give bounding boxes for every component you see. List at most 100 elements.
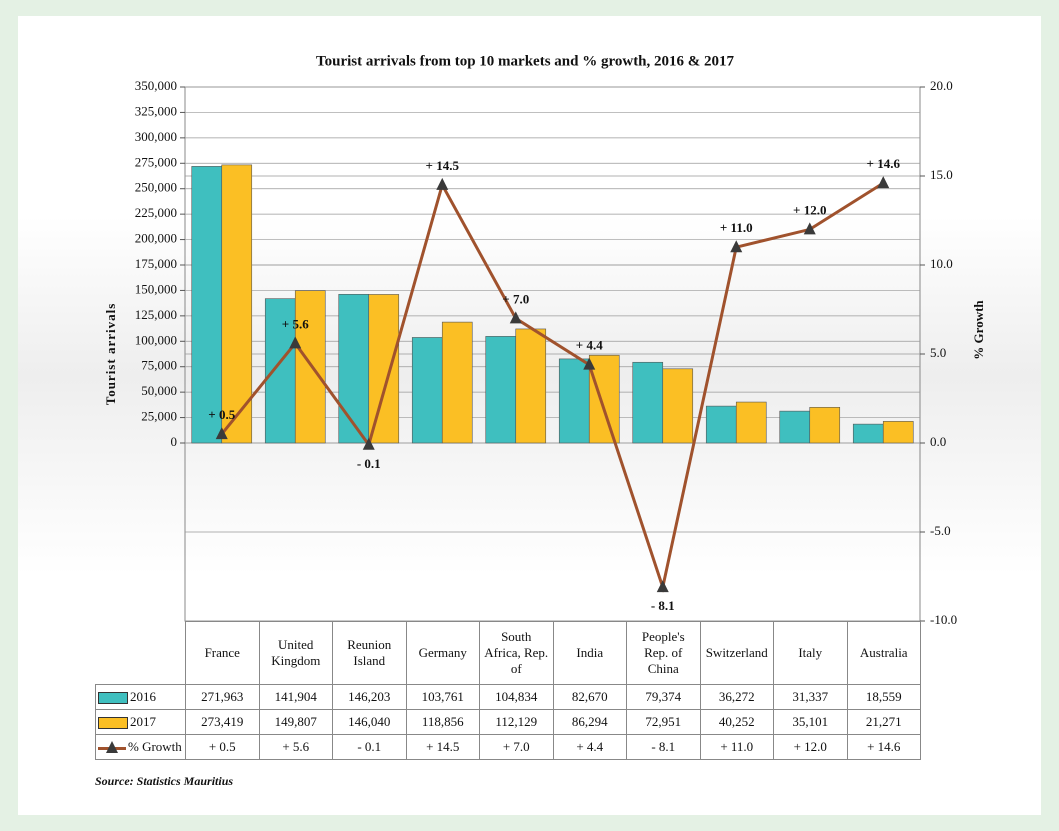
data-label: - 0.1 xyxy=(357,456,381,471)
marker xyxy=(509,311,522,324)
legend-entry: % Growth xyxy=(95,734,186,760)
legend-entry: 2016 xyxy=(95,684,186,710)
table-value: 118,856 xyxy=(405,709,480,735)
category-label: Australia xyxy=(846,621,921,685)
category-label: Reunion Island xyxy=(332,621,407,685)
bar xyxy=(735,401,767,444)
bar xyxy=(852,423,884,444)
table-value: 141,904 xyxy=(258,684,333,710)
growth-line xyxy=(220,180,885,593)
table-value: 36,272 xyxy=(699,684,774,710)
y-tick-label: 225,000 xyxy=(135,205,177,220)
marker xyxy=(730,240,743,253)
y-tick-label: 200,000 xyxy=(135,231,177,246)
category-label: Switzerland xyxy=(699,621,774,685)
legend-swatch xyxy=(98,692,128,705)
y2-tick-label: -10.0 xyxy=(930,612,957,627)
data-label: + 14.6 xyxy=(867,156,901,171)
table-value: 31,337 xyxy=(773,684,848,710)
data-label: + 12.0 xyxy=(793,202,826,217)
table-value: 21,271 xyxy=(846,709,921,735)
y2-tick-label: 0.0 xyxy=(930,434,946,449)
legend-label: 2016 xyxy=(130,689,156,704)
table-value: + 12.0 xyxy=(773,734,848,760)
table-value: 35,101 xyxy=(773,709,848,735)
legend-marker xyxy=(106,740,118,753)
table-value: + 14.5 xyxy=(405,734,480,760)
table-value: + 5.6 xyxy=(258,734,333,760)
header-row: France United Kingdom Reunion Island German… xyxy=(95,621,921,685)
table-value: 271,963 xyxy=(185,684,260,710)
y2-tick-label: 20.0 xyxy=(930,78,953,93)
table-value: 40,252 xyxy=(699,709,774,735)
bar xyxy=(411,337,443,444)
table-value: - 0.1 xyxy=(332,734,407,760)
y-tick-label: 175,000 xyxy=(135,256,177,271)
bar xyxy=(809,406,841,444)
category-label: Italy xyxy=(773,621,848,685)
legend-swatch xyxy=(98,740,126,753)
y-tick-label: 275,000 xyxy=(135,154,177,169)
category-label: South Africa, Rep. of xyxy=(479,621,554,685)
data-label: + 7.0 xyxy=(502,291,529,306)
marker xyxy=(877,176,890,189)
bar xyxy=(264,298,296,444)
marker xyxy=(215,427,228,440)
data-label: + 14.5 xyxy=(426,158,460,173)
y2-tick-label: -5.0 xyxy=(930,523,951,538)
y-tick-label: 75,000 xyxy=(141,358,177,373)
category-label: United Kingdom xyxy=(258,621,333,685)
y2-tick-label: 10.0 xyxy=(930,256,953,271)
marker xyxy=(436,177,449,190)
table-value: 72,951 xyxy=(626,709,701,735)
table-value: + 11.0 xyxy=(699,734,774,760)
table-value: 149,807 xyxy=(258,709,333,735)
data-label: - 8.1 xyxy=(651,598,675,613)
bar xyxy=(779,410,811,444)
bar xyxy=(485,336,517,444)
data-label: + 5.6 xyxy=(282,316,309,331)
table-value: + 14.6 xyxy=(846,734,921,760)
table-value: + 4.4 xyxy=(552,734,627,760)
y-tick-label: 350,000 xyxy=(135,78,177,93)
y-tick-label: 300,000 xyxy=(135,129,177,144)
y-tick-label: 50,000 xyxy=(141,383,177,398)
marker xyxy=(289,336,302,349)
legend-label: 2017 xyxy=(130,714,156,729)
table-value: + 0.5 xyxy=(185,734,260,760)
table-value: 18,559 xyxy=(846,684,921,710)
category-label: France xyxy=(185,621,260,685)
y-tick-label: 125,000 xyxy=(135,307,177,322)
table-value: 104,834 xyxy=(479,684,554,710)
y-tick-label: 325,000 xyxy=(135,103,177,118)
y-axis-label: Tourist arrivals xyxy=(103,303,118,406)
chart-title: Tourist arrivals from top 10 markets and… xyxy=(316,53,735,69)
marker xyxy=(362,437,375,450)
bar xyxy=(588,354,620,444)
table-value: 146,203 xyxy=(332,684,407,710)
marker xyxy=(803,222,816,235)
bar xyxy=(221,164,253,444)
table-value: 79,374 xyxy=(626,684,701,710)
table-value: 146,040 xyxy=(332,709,407,735)
bar xyxy=(662,368,694,444)
bar xyxy=(191,166,223,444)
bar xyxy=(515,328,547,444)
bar xyxy=(441,321,473,444)
data-label: + 11.0 xyxy=(720,220,753,235)
y-tick-label: 0 xyxy=(171,434,178,449)
y-tick-label: 25,000 xyxy=(141,409,177,424)
legend-label: % Growth xyxy=(128,739,182,754)
category-label: Germany xyxy=(405,621,480,685)
category-label: People's Rep. of China xyxy=(626,621,701,685)
y2-axis-label: % Growth xyxy=(971,300,986,360)
bar xyxy=(368,294,400,444)
y2-tick-label: 15.0 xyxy=(930,167,953,182)
legend-swatch xyxy=(98,717,128,730)
y-tick-label: 250,000 xyxy=(135,180,177,195)
bar xyxy=(632,361,664,444)
bar xyxy=(558,358,590,444)
series-row: 2016 271,963 141,904 146,203 103,761 104,834 8… xyxy=(95,684,921,710)
